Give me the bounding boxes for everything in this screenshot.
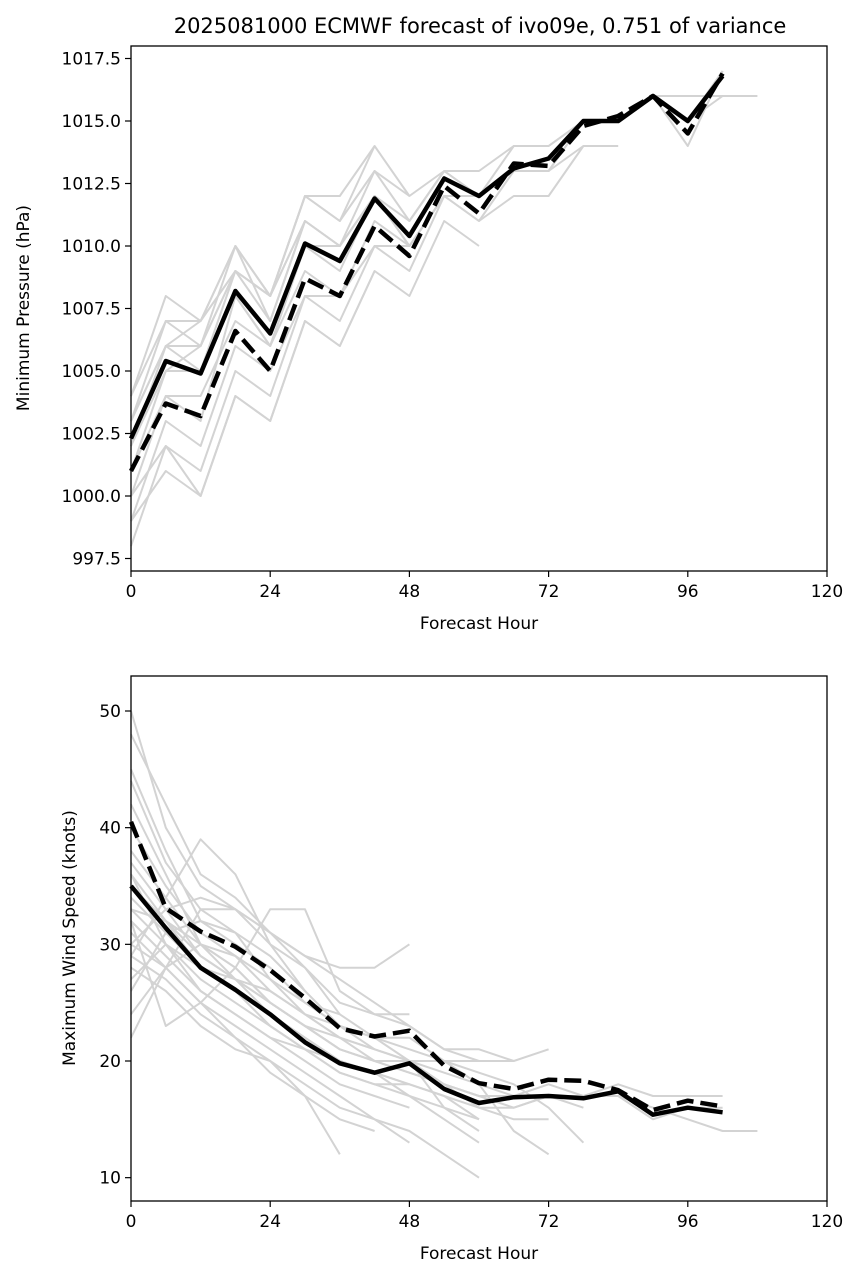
pressure-panel: 2025081000 ECMWF forecast of ivo09e, 0.7…	[14, 14, 843, 634]
ensemble-member-line	[130, 195, 446, 497]
wind-highlight-lines	[128, 820, 723, 1117]
x-tick-label: 72	[538, 582, 560, 602]
x-tick-label: 120	[811, 582, 843, 602]
pressure-y-axis-label: Minimum Pressure (hPa)	[14, 205, 34, 411]
y-tick-label: 1017.5	[62, 50, 121, 70]
x-tick-label: 96	[677, 582, 699, 602]
ensemble-member-line	[130, 145, 585, 522]
ensemble-member-line	[130, 838, 306, 992]
ensemble-member-line	[130, 908, 410, 1027]
y-tick-label: 1012.5	[62, 175, 121, 195]
wind-y-ticks: 10 20 30 40 50	[99, 702, 131, 1189]
x-tick-label: 96	[677, 1212, 699, 1232]
y-tick-label: 1015.0	[62, 112, 121, 132]
y-tick-label: 997.5	[72, 550, 121, 570]
ensemble-member-line	[130, 885, 549, 1062]
ensemble-member-line	[130, 908, 723, 1109]
x-tick-label: 24	[259, 1212, 281, 1232]
y-tick-label: 10	[99, 1169, 121, 1189]
chart-title: 2025081000 ECMWF forecast of ivo09e, 0.7…	[174, 14, 787, 38]
x-tick-label: 24	[259, 582, 281, 602]
ensemble-member-line	[130, 966, 480, 1179]
x-tick-label: 72	[538, 1212, 560, 1232]
ensemble-member-line	[130, 145, 619, 497]
solid-summary-line	[128, 74, 725, 440]
y-tick-label: 50	[99, 702, 121, 722]
y-tick-label: 1000.0	[62, 487, 121, 507]
wind-plot-frame	[130, 675, 828, 1202]
wind-panel: 0 24 48 72 96 120 10 20 30 40 50 Forecast Hour Ma…	[60, 675, 843, 1264]
x-tick-label: 48	[399, 582, 421, 602]
pressure-x-ticks: 0 24 48 72 96 120	[126, 571, 843, 602]
wind-x-ticks: 0 24 48 72 96 120	[126, 1201, 843, 1232]
x-tick-label: 120	[811, 1212, 843, 1232]
y-tick-label: 1002.5	[62, 425, 121, 445]
dashed-summary-line	[128, 820, 723, 1113]
wind-y-axis-label: Maximum Wind Speed (knots)	[60, 810, 80, 1066]
ensemble-member-line	[130, 270, 376, 522]
pressure-y-ticks: 997.5 1000.0 1002.5 1005.0 1007.5 1010.0 1012.…	[62, 50, 131, 570]
pressure-highlight-lines	[128, 72, 725, 473]
ensemble-member-line	[130, 220, 306, 422]
dashed-summary-line	[129, 72, 725, 473]
x-tick-label: 48	[399, 1212, 421, 1232]
pressure-x-axis-label: Forecast Hour	[420, 614, 538, 634]
y-tick-label: 30	[99, 935, 121, 955]
wind-x-axis-label: Forecast Hour	[420, 1244, 538, 1264]
y-tick-label: 1010.0	[62, 237, 121, 257]
y-tick-label: 1007.5	[62, 300, 121, 320]
y-tick-label: 40	[99, 819, 121, 839]
ensemble-member-line	[130, 827, 723, 1121]
y-tick-label: 1005.0	[62, 362, 121, 382]
ensemble-member-line	[130, 908, 341, 1051]
x-tick-label: 0	[126, 1212, 137, 1232]
y-tick-label: 20	[99, 1052, 121, 1072]
ensemble-member-line	[130, 896, 515, 1062]
x-tick-label: 0	[126, 582, 137, 602]
ensemble-member-line	[130, 920, 376, 1051]
